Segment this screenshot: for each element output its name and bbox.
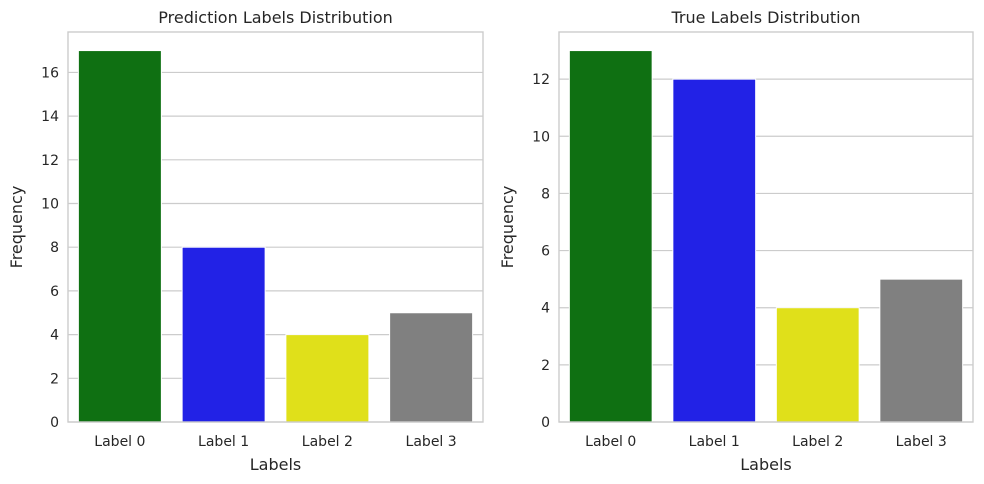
bar-label-2	[285, 334, 370, 423]
y-tick-label: 10	[41, 197, 59, 213]
x-tick-label: Label 2	[792, 434, 843, 450]
y-tick-label: 14	[41, 109, 59, 125]
x-tick-label: Label 0	[94, 434, 145, 450]
x-tick-label: Label 1	[198, 434, 249, 450]
y-tick-label: 6	[50, 284, 59, 300]
bar-label-1	[181, 246, 266, 423]
y-tick-label: 16	[41, 65, 59, 81]
y-tick-label: 8	[50, 240, 59, 256]
y-tick-label: 6	[541, 244, 550, 260]
bar-label-2	[775, 307, 860, 423]
chart-title: True Labels Distribution	[671, 8, 861, 27]
x-tick-label: Label 3	[896, 434, 947, 450]
y-tick-label: 2	[541, 358, 550, 374]
y-tick-label: 2	[50, 371, 59, 387]
bar-label-0	[568, 50, 653, 423]
x-tick-label: Label 3	[406, 434, 457, 450]
x-axis-label: Labels	[250, 455, 302, 474]
bar-label-3	[389, 312, 474, 423]
bar-label-0	[77, 50, 162, 423]
x-axis-label: Labels	[740, 455, 792, 474]
plot-frame	[67, 31, 484, 423]
y-axis-label: Frequency	[498, 186, 517, 269]
bar-label-3	[879, 278, 964, 423]
y-tick-label: 12	[532, 72, 550, 88]
y-tick-label: 4	[541, 301, 550, 317]
chart-panel-0: 0 2 4 6 8 10 12 14 16 Label 0 Label 1 Label 2 Label …	[7, 8, 484, 474]
plot-frame	[558, 31, 974, 423]
y-tick-label: 10	[532, 129, 550, 145]
y-axis-label: Frequency	[7, 186, 26, 269]
y-tick-label: 12	[41, 153, 59, 169]
y-tick-label: 4	[50, 328, 59, 344]
bar-label-1	[672, 78, 757, 423]
x-tick-label: Label 0	[585, 434, 636, 450]
chart-panel-1: 0 2 4 6 8 10 12 Label 0 Label 1 Label 2 Label 3 Tru…	[498, 8, 974, 474]
x-tick-label: Label 1	[689, 434, 740, 450]
x-tick-label: Label 2	[302, 434, 353, 450]
y-tick-label: 0	[541, 415, 550, 431]
y-tick-label: 8	[541, 186, 550, 202]
y-tick-label: 0	[50, 415, 59, 431]
chart-title: Prediction Labels Distribution	[158, 8, 393, 27]
